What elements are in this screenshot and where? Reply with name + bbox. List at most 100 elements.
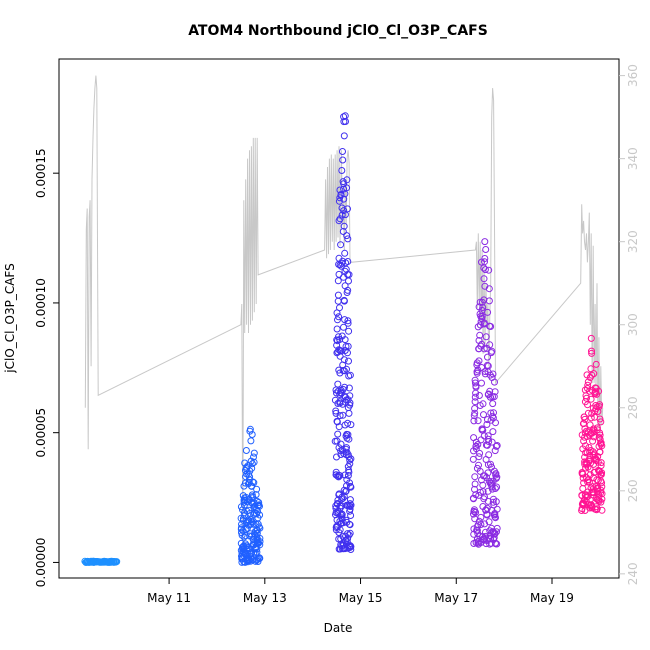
data-point	[592, 402, 600, 409]
y-left-tick-label: 0.00010	[34, 278, 48, 328]
data-point	[347, 512, 355, 519]
data-point	[587, 414, 595, 422]
data-point	[596, 448, 604, 456]
data-point	[485, 285, 493, 293]
data-point	[588, 371, 596, 379]
data-point	[340, 356, 348, 364]
data-point	[113, 558, 121, 566]
data-point	[598, 442, 606, 450]
y-left-tick-label: 0.00000	[34, 538, 48, 588]
data-point	[593, 505, 601, 513]
data-point	[472, 389, 480, 397]
data-point	[598, 490, 606, 498]
y-axis-label: jClO_Cl_O3P_CAFS	[3, 263, 17, 373]
data-point	[345, 357, 352, 365]
data-point	[345, 468, 353, 476]
data-point	[344, 317, 352, 325]
data-point	[593, 506, 601, 514]
data-point	[591, 389, 599, 397]
data-point	[493, 540, 501, 548]
data-point	[337, 451, 345, 458]
y-right-tick-label: 320	[626, 230, 640, 253]
data-point	[334, 316, 341, 324]
data-point	[339, 411, 347, 419]
data-point	[481, 258, 488, 266]
data-point	[471, 393, 479, 401]
data-point	[336, 215, 344, 223]
data-point	[487, 323, 495, 330]
data-point	[341, 316, 349, 324]
data-point	[475, 357, 483, 365]
data-point	[347, 546, 355, 553]
data-point	[492, 514, 499, 522]
y-axis-left: 0.00000 0.00005 0.00010 0.00015	[34, 148, 59, 587]
data-point	[339, 148, 346, 155]
data-point	[335, 313, 343, 321]
data-point	[345, 384, 353, 392]
data-point	[481, 493, 488, 501]
plot-area-border	[58, 58, 620, 579]
data-point	[345, 531, 353, 539]
data-point	[491, 388, 499, 396]
data-point	[342, 265, 350, 273]
data-point	[347, 455, 355, 463]
data-point	[590, 468, 598, 476]
data-point	[480, 345, 488, 353]
data-point	[587, 334, 595, 342]
data-point	[332, 409, 340, 417]
data-point	[470, 495, 477, 503]
data-point	[256, 524, 264, 532]
data-point	[238, 531, 246, 539]
data-point	[346, 503, 354, 510]
data-point	[489, 428, 497, 436]
data-point	[245, 506, 253, 514]
data-point	[597, 498, 605, 506]
data-point	[344, 530, 351, 538]
data-point	[346, 479, 353, 487]
data-point	[485, 451, 493, 459]
data-point	[334, 297, 342, 305]
data-point	[478, 364, 486, 371]
data-point	[341, 112, 349, 120]
data-point	[256, 554, 264, 562]
data-point	[481, 368, 489, 375]
data-point	[481, 520, 489, 528]
data-point	[340, 367, 348, 375]
data-point	[337, 347, 345, 355]
x-tick-label: May 17	[434, 591, 478, 605]
data-point	[489, 498, 497, 506]
data-point	[480, 411, 487, 419]
data-point	[343, 444, 350, 452]
data-point	[346, 460, 354, 468]
data-point	[490, 393, 498, 401]
data-point	[589, 437, 597, 445]
data-point	[493, 524, 501, 532]
data-point	[474, 521, 482, 529]
data-point	[479, 481, 487, 489]
data-point	[483, 421, 491, 428]
data-point	[343, 365, 350, 373]
data-point	[333, 418, 341, 426]
data-point	[598, 495, 606, 503]
y-left-tick-label: 0.00015	[34, 148, 48, 198]
data-point	[483, 361, 491, 369]
data-point	[488, 438, 496, 446]
data-point	[481, 266, 489, 274]
data-point	[253, 485, 261, 493]
data-point	[485, 266, 493, 274]
data-point	[471, 485, 478, 493]
data-point	[340, 132, 348, 140]
data-point	[596, 401, 604, 409]
data-point	[477, 513, 485, 521]
data-point	[336, 412, 344, 420]
data-point	[338, 167, 346, 174]
x-axis-label: Date	[324, 621, 353, 635]
data-point	[492, 498, 500, 506]
data-point	[347, 542, 355, 550]
data-point	[338, 211, 346, 219]
data-point	[597, 486, 605, 494]
data-point	[341, 249, 349, 257]
data-point	[583, 460, 591, 467]
data-point	[334, 380, 342, 388]
y-right-tick-label: 300	[626, 313, 640, 336]
